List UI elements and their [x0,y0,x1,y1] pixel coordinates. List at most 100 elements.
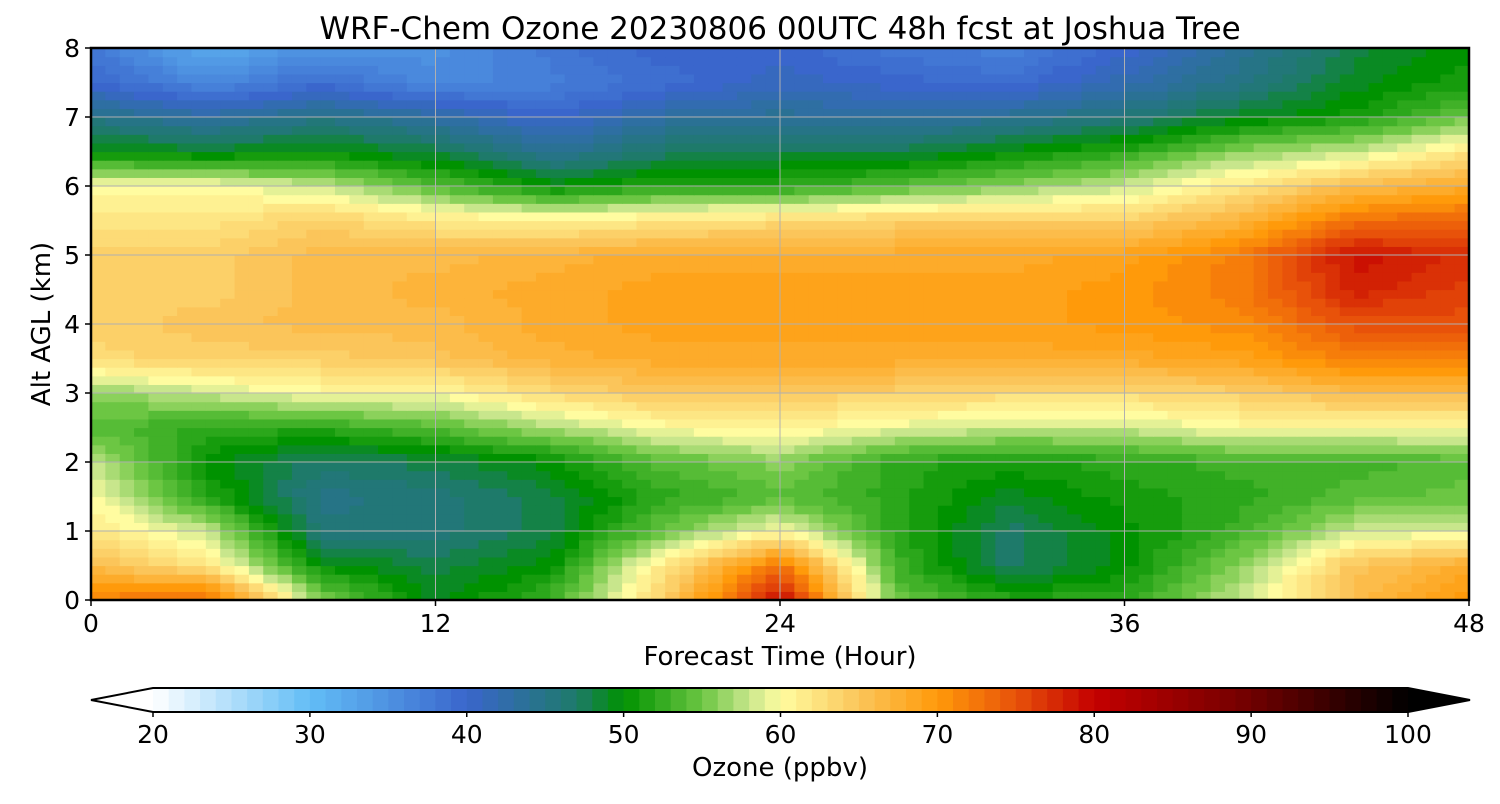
heatmap-cell [1368,384,1384,394]
heatmap-cell [306,556,322,567]
heatmap-cell [1210,168,1226,178]
heatmap-cell [406,151,422,161]
heatmap-cell [808,246,824,256]
heatmap-cell [607,444,623,454]
heatmap-cell [866,531,882,541]
heatmap-cell [1282,177,1298,187]
heatmap-cell [1339,211,1355,222]
heatmap-cell [579,306,594,316]
heatmap-cell [550,280,566,291]
heatmap-cell [1354,548,1370,558]
heatmap-cell [794,427,810,437]
heatmap-cell [679,375,695,385]
heatmap-cell [650,272,666,282]
heatmap-cell [492,255,508,265]
heatmap-cell [234,280,250,291]
heatmap-cell [1440,375,1456,385]
heatmap-cell [579,556,594,567]
heatmap-cell [980,470,996,480]
heatmap-cell [134,436,150,446]
heatmap-cell [937,410,953,420]
heatmap-cell [980,444,996,454]
heatmap-cell [1110,444,1126,454]
heatmap-cell [1110,591,1126,601]
heatmap-cell [105,160,121,170]
heatmap-cell [119,332,135,342]
heatmap-cell [1268,453,1283,463]
heatmap-cell [722,462,738,472]
heatmap-cell [378,479,394,489]
heatmap-cell [1339,237,1355,247]
heatmap-cell [1181,487,1197,498]
heatmap-cell [349,487,365,498]
heatmap-cell [1454,194,1470,204]
heatmap-cell [1067,453,1083,463]
heatmap-cell [665,341,681,351]
heatmap-cell [1268,194,1283,204]
heatmap-cell [995,306,1011,316]
heatmap-cell [665,194,681,204]
heatmap-cell [521,315,537,325]
heatmap-cell [162,384,178,394]
heatmap-cell [1167,220,1183,230]
heatmap-cell [1311,237,1327,247]
heatmap-cell [1425,513,1441,523]
heatmap-cell [320,531,336,541]
heatmap-cell [1425,418,1441,429]
heatmap-cell [421,410,437,420]
heatmap-cell [1095,444,1111,454]
heatmap-cell [794,384,810,394]
heatmap-cell [1052,556,1068,567]
heatmap-cell [780,565,795,575]
heatmap-cell [1268,324,1283,334]
heatmap-cell [277,479,293,489]
heatmap-cell [765,401,781,411]
heatmap-cell [1067,160,1083,170]
heatmap-cell [880,160,896,170]
heatmap-cell [636,436,652,446]
heatmap-cell [794,410,810,420]
heatmap-cell [593,393,609,403]
heatmap-cell [349,246,365,256]
heatmap-cell [780,367,795,377]
heatmap-cell [1024,229,1039,239]
heatmap-cell [1454,306,1470,316]
heatmap-cell [1009,574,1025,584]
heatmap-cell [1081,211,1097,222]
heatmap-cell [794,203,810,213]
heatmap-cell [679,255,695,265]
heatmap-cell [392,539,408,549]
heatmap-cell [1325,358,1341,368]
heatmap-cell [937,522,953,532]
heatmap-cell [1024,479,1039,489]
heatmap-cell [392,462,408,472]
heatmap-cell [894,229,910,239]
heatmap-cell [234,418,250,429]
heatmap-cell [134,375,150,385]
heatmap-cell [421,237,437,247]
heatmap-cell [780,263,795,273]
heatmap-cell [220,565,236,575]
heatmap-cell [693,522,709,532]
heatmap-cell [894,263,910,273]
heatmap-cell [234,255,250,265]
heatmap-cell [708,487,724,498]
heatmap-cell [220,444,236,454]
heatmap-cell [105,237,121,247]
heatmap-cell [507,384,523,394]
heatmap-cell [966,177,982,187]
heatmap-cell [866,306,882,316]
heatmap-cell [894,194,910,204]
heatmap-cell [148,168,164,178]
heatmap-cell [148,453,164,463]
heatmap-cell [1224,487,1240,498]
heatmap-cell [1153,168,1169,178]
heatmap-cell [449,211,465,222]
heatmap-cell [780,401,795,411]
heatmap-cell [521,186,537,196]
heatmap-cell [1311,565,1327,575]
heatmap-cell [234,237,250,247]
heatmap-cell [1124,324,1140,334]
heatmap-cell [291,410,307,420]
heatmap-cell [966,280,982,291]
